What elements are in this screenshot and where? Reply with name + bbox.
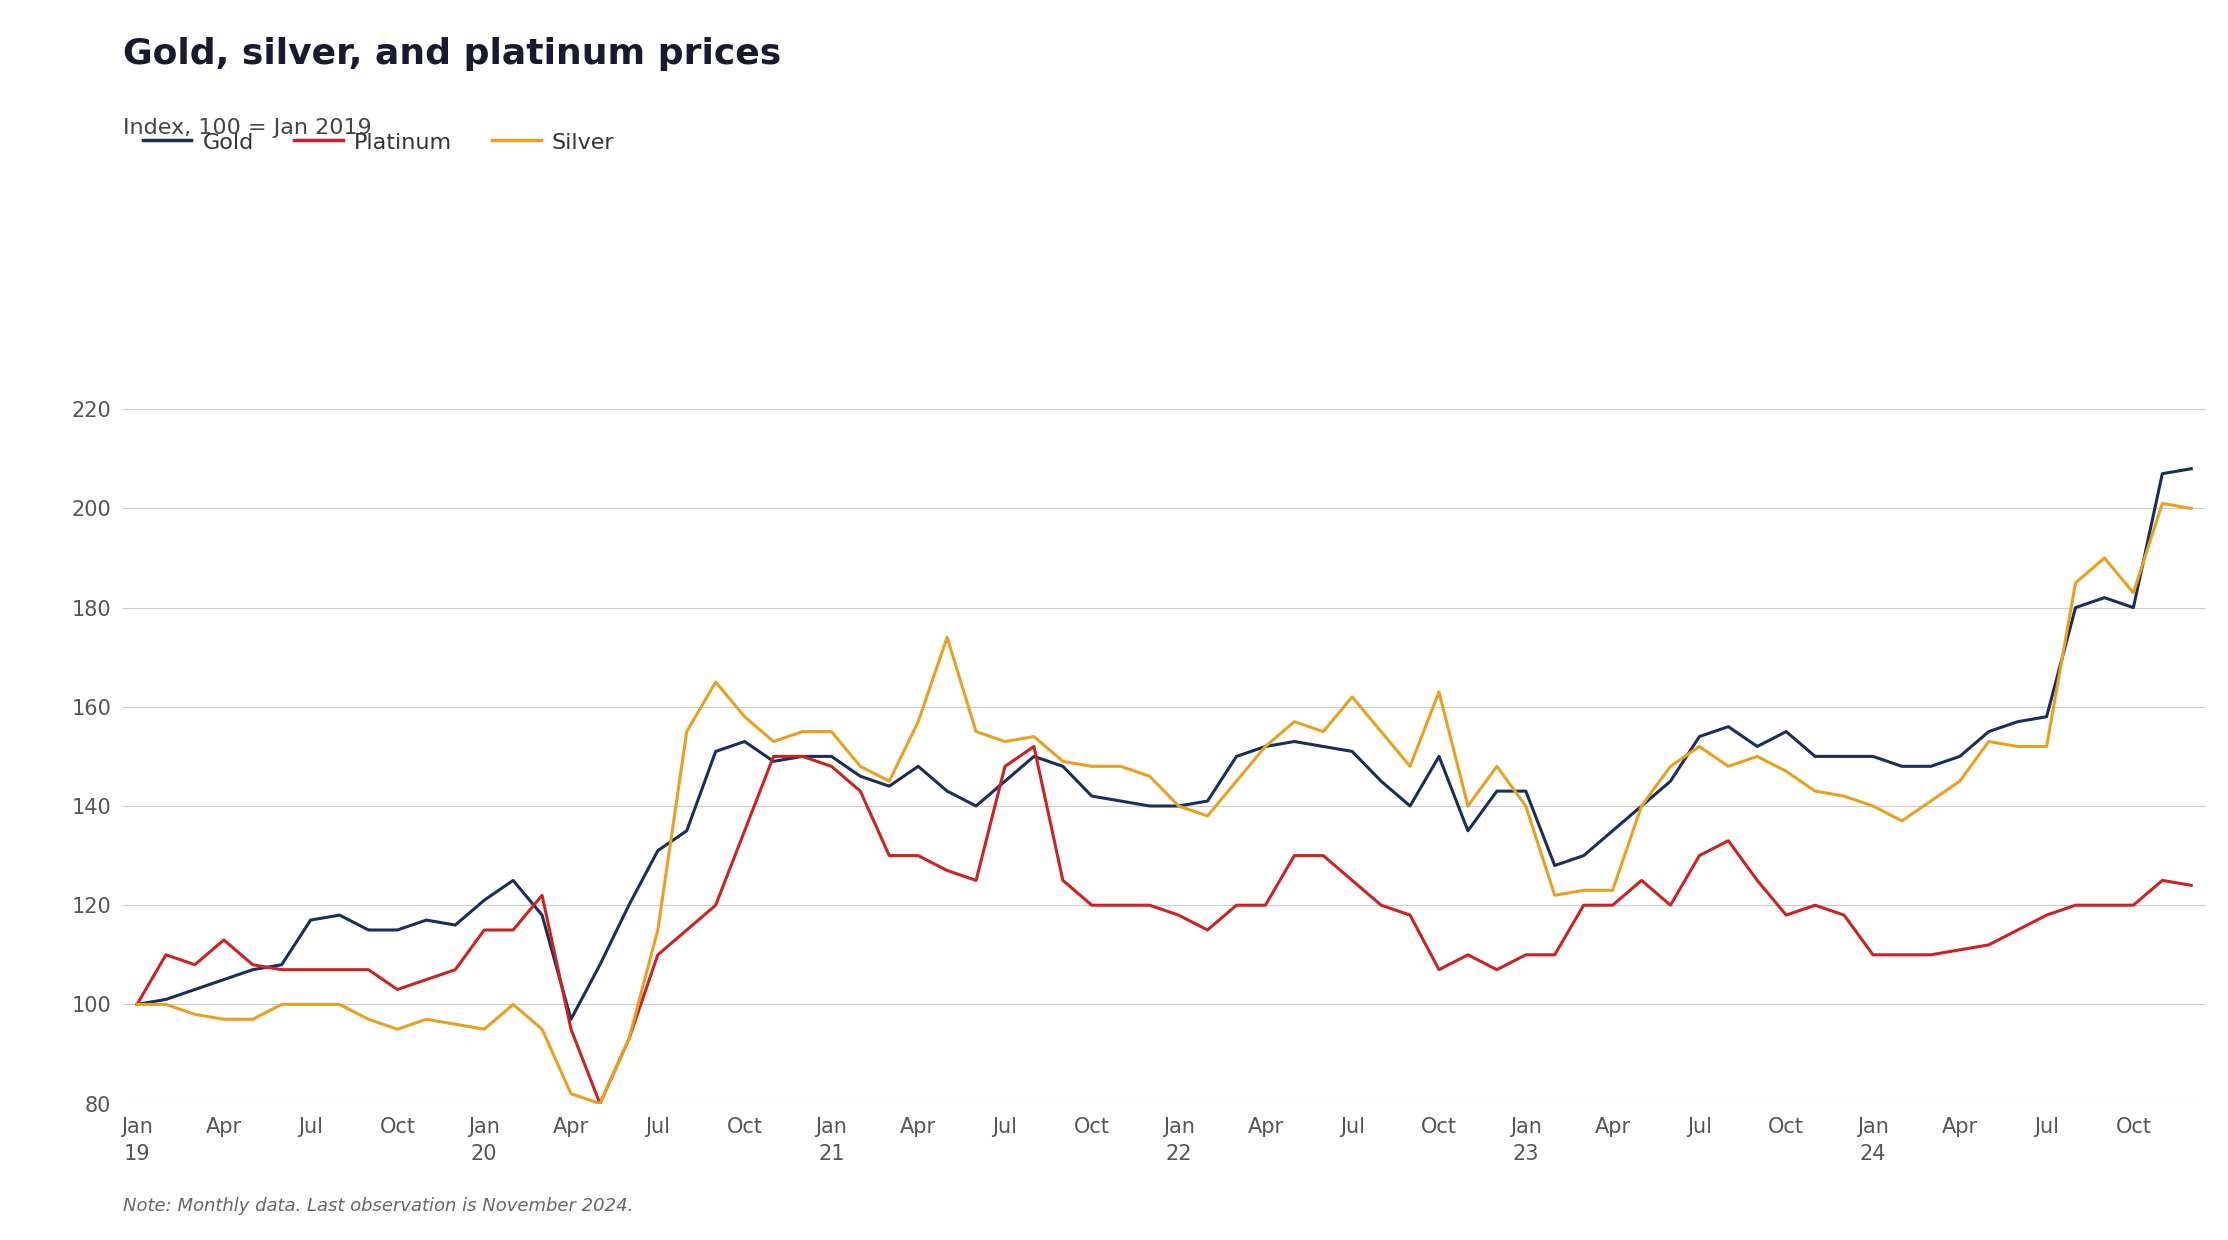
Text: Note: Monthly data. Last observation is November 2024.: Note: Monthly data. Last observation is … (123, 1197, 633, 1215)
Text: Gold, silver, and platinum prices: Gold, silver, and platinum prices (123, 37, 780, 71)
Text: Index, 100 = Jan 2019: Index, 100 = Jan 2019 (123, 118, 372, 138)
Legend: Gold, Platinum, Silver: Gold, Platinum, Silver (134, 123, 624, 161)
